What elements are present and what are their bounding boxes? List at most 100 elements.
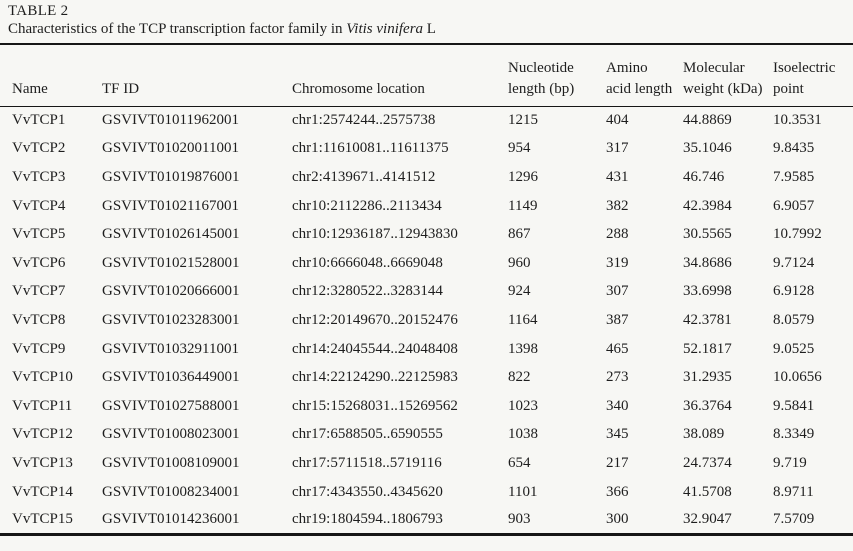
cell-molecular-weight: 52.1817 bbox=[683, 340, 732, 357]
cell-chromosome-location: chr17:5711518..5719116 bbox=[292, 454, 442, 471]
cell-nucleotide-length: 1038 bbox=[508, 426, 538, 443]
cell-nucleotide-length: 1101 bbox=[508, 483, 538, 500]
cell-isoelectric-point: 9.7124 bbox=[773, 254, 815, 271]
table-row: VvTCP12 GSVIVT01008023001 chr17:6588505.… bbox=[0, 421, 853, 450]
cell-name: VvTCP13 bbox=[12, 454, 73, 471]
cell-name: VvTCP4 bbox=[12, 197, 66, 214]
table-row: VvTCP5 GSVIVT01026145001 chr10:12936187.… bbox=[0, 220, 853, 249]
cell-isoelectric-point: 8.3349 bbox=[773, 426, 815, 443]
cell-molecular-weight: 42.3781 bbox=[683, 311, 732, 328]
cell-amino-acid-length: 465 bbox=[606, 340, 629, 357]
cell-tf-id: GSVIVT01008234001 bbox=[102, 483, 240, 500]
cell-isoelectric-point: 6.9128 bbox=[773, 283, 815, 300]
cell-molecular-weight: 30.5565 bbox=[683, 226, 732, 243]
cell-nucleotide-length: 960 bbox=[508, 254, 531, 271]
cell-nucleotide-length: 903 bbox=[508, 511, 531, 528]
cell-name: VvTCP11 bbox=[12, 397, 73, 414]
cell-chromosome-location: chr17:4343550..4345620 bbox=[292, 483, 443, 500]
table-row: VvTCP4 GSVIVT01021167001 chr10:2112286..… bbox=[0, 192, 853, 221]
cell-isoelectric-point: 7.9585 bbox=[773, 168, 815, 185]
cell-tf-id: GSVIVT01021167001 bbox=[102, 197, 239, 214]
cell-chromosome-location: chr10:6666048..6669048 bbox=[292, 254, 443, 271]
cell-tf-id: GSVIVT01011962001 bbox=[102, 112, 239, 129]
column-header-isoelectric-point: Isoelectric point bbox=[773, 59, 836, 97]
cell-name: VvTCP10 bbox=[12, 369, 73, 386]
cell-amino-acid-length: 319 bbox=[606, 254, 629, 271]
cell-molecular-weight: 42.3984 bbox=[683, 197, 732, 214]
cell-tf-id: GSVIVT01008109001 bbox=[102, 454, 240, 471]
cell-tf-id: GSVIVT01014236001 bbox=[102, 511, 240, 528]
table-body: VvTCP1 GSVIVT01011962001 chr1:2574244..2… bbox=[0, 106, 853, 535]
cell-nucleotide-length: 924 bbox=[508, 283, 531, 300]
cell-molecular-weight: 41.5708 bbox=[683, 483, 732, 500]
header-row: Name TF ID Chromosome location Nucleotid… bbox=[0, 44, 853, 106]
cell-molecular-weight: 33.6998 bbox=[683, 283, 732, 300]
table-row: VvTCP15 GSVIVT01014236001 chr19:1804594.… bbox=[0, 506, 853, 535]
cell-name: VvTCP3 bbox=[12, 168, 66, 185]
cell-isoelectric-point: 10.7992 bbox=[773, 226, 822, 243]
cell-name: VvTCP14 bbox=[12, 483, 73, 500]
cell-amino-acid-length: 404 bbox=[606, 112, 629, 129]
cell-nucleotide-length: 1296 bbox=[508, 168, 538, 185]
cell-chromosome-location: chr14:22124290..22125983 bbox=[292, 369, 458, 386]
cell-tf-id: GSVIVT01026145001 bbox=[102, 226, 240, 243]
cell-tf-id: GSVIVT01008023001 bbox=[102, 426, 240, 443]
cell-tf-id: GSVIVT01020011001 bbox=[102, 140, 239, 157]
cell-amino-acid-length: 273 bbox=[606, 369, 629, 386]
cell-molecular-weight: 24.7374 bbox=[683, 454, 732, 471]
cell-isoelectric-point: 6.9057 bbox=[773, 197, 815, 214]
cell-molecular-weight: 35.1046 bbox=[683, 140, 732, 157]
cell-name: VvTCP6 bbox=[12, 254, 66, 271]
cell-name: VvTCP8 bbox=[12, 311, 66, 328]
cell-amino-acid-length: 217 bbox=[606, 454, 629, 471]
cell-chromosome-location: chr17:6588505..6590555 bbox=[292, 426, 443, 443]
cell-tf-id: GSVIVT01019876001 bbox=[102, 168, 240, 185]
cell-molecular-weight: 46.746 bbox=[683, 168, 725, 185]
cell-chromosome-location: chr15:15268031..15269562 bbox=[292, 397, 458, 414]
cell-molecular-weight: 31.2935 bbox=[683, 369, 732, 386]
table-row: VvTCP13 GSVIVT01008109001 chr17:5711518.… bbox=[0, 449, 853, 478]
cell-tf-id: GSVIVT01020666001 bbox=[102, 283, 240, 300]
cell-name: VvTCP9 bbox=[12, 340, 66, 357]
cell-tf-id: GSVIVT01027588001 bbox=[102, 397, 240, 414]
table-header: Name TF ID Chromosome location Nucleotid… bbox=[0, 44, 853, 106]
cell-isoelectric-point: 9.8435 bbox=[773, 140, 815, 157]
cell-nucleotide-length: 867 bbox=[508, 226, 531, 243]
cell-chromosome-location: chr10:12936187..12943830 bbox=[292, 226, 458, 243]
cell-nucleotide-length: 822 bbox=[508, 369, 531, 386]
cell-isoelectric-point: 8.9711 bbox=[773, 483, 814, 500]
caption-text: Characteristics of the TCP transcription… bbox=[8, 21, 347, 37]
cell-molecular-weight: 32.9047 bbox=[683, 511, 732, 528]
cell-name: VvTCP1 bbox=[12, 112, 66, 129]
cell-amino-acid-length: 340 bbox=[606, 397, 629, 414]
cell-chromosome-location: chr10:2112286..2113434 bbox=[292, 197, 442, 214]
cell-amino-acid-length: 431 bbox=[606, 168, 629, 185]
column-header-name: Name bbox=[12, 80, 48, 97]
cell-isoelectric-point: 7.5709 bbox=[773, 511, 815, 528]
cell-amino-acid-length: 387 bbox=[606, 311, 629, 328]
cell-isoelectric-point: 9.719 bbox=[773, 454, 807, 471]
cell-tf-id: GSVIVT01032911001 bbox=[102, 340, 239, 357]
cell-name: VvTCP15 bbox=[12, 511, 73, 528]
table-row: VvTCP10 GSVIVT01036449001 chr14:22124290… bbox=[0, 363, 853, 392]
cell-amino-acid-length: 288 bbox=[606, 226, 629, 243]
cell-chromosome-location: chr12:20149670..20152476 bbox=[292, 311, 458, 328]
cell-amino-acid-length: 382 bbox=[606, 197, 629, 214]
cell-amino-acid-length: 345 bbox=[606, 426, 629, 443]
table-row: VvTCP7 GSVIVT01020666001 chr12:3280522..… bbox=[0, 278, 853, 307]
cell-name: VvTCP12 bbox=[12, 426, 73, 443]
table-row: VvTCP9 GSVIVT01032911001 chr14:24045544.… bbox=[0, 335, 853, 364]
cell-chromosome-location: chr1:11610081..11611375 bbox=[292, 140, 449, 157]
cell-nucleotide-length: 1215 bbox=[508, 112, 538, 129]
cell-amino-acid-length: 317 bbox=[606, 140, 629, 157]
cell-nucleotide-length: 954 bbox=[508, 140, 531, 157]
table-row: VvTCP11 GSVIVT01027588001 chr15:15268031… bbox=[0, 392, 853, 421]
cell-isoelectric-point: 10.0656 bbox=[773, 369, 822, 386]
cell-amino-acid-length: 307 bbox=[606, 283, 629, 300]
cell-isoelectric-point: 8.0579 bbox=[773, 311, 815, 328]
table-caption: Characteristics of the TCP transcription… bbox=[8, 21, 436, 38]
cell-nucleotide-length: 1149 bbox=[508, 197, 538, 214]
cell-nucleotide-length: 654 bbox=[508, 454, 531, 471]
cell-chromosome-location: chr14:24045544..24048408 bbox=[292, 340, 458, 357]
